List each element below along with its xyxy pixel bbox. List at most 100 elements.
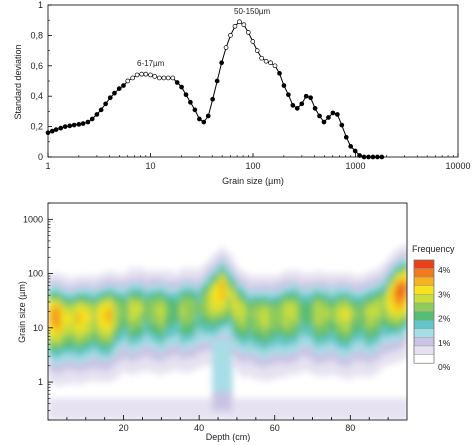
heatmap-cell (248, 299, 253, 303)
heatmap-cell (252, 284, 257, 288)
heatmap-cell (276, 292, 281, 296)
heatmap-cell (264, 289, 269, 293)
heatmap-cell (120, 272, 125, 276)
heatmap-cell (84, 304, 89, 308)
heatmap-cell (104, 287, 109, 291)
heatmap-cell (392, 347, 397, 351)
heatmap-cell (216, 301, 221, 305)
heatmap-cell (144, 417, 149, 420)
heatmap-cell (380, 350, 385, 354)
heatmap-cell (120, 364, 125, 368)
heatmap-cell (380, 316, 385, 320)
heatmap-cell (184, 309, 189, 313)
heatmap-cell (304, 357, 309, 361)
heatmap-cell (228, 340, 233, 344)
heatmap-cell (52, 352, 57, 356)
data-point (103, 101, 108, 107)
heatmap-cell (124, 323, 129, 327)
heatmap-cell (168, 354, 173, 358)
heatmap-cell (332, 323, 337, 327)
heatmap-cell (300, 325, 305, 329)
heatmap-cell (156, 335, 161, 339)
heatmap-cell (200, 299, 205, 303)
heatmap-cell (88, 376, 93, 380)
heatmap-cell (196, 270, 201, 274)
heatmap-cell (124, 335, 129, 339)
heatmap-cell (284, 333, 289, 337)
heatmap-cell (312, 292, 317, 296)
heatmap-cell (356, 366, 361, 370)
heatmap-cell (280, 347, 285, 351)
heatmap-cell (228, 309, 233, 313)
heatmap-cell (128, 309, 133, 313)
heatmap-cell (328, 294, 333, 298)
heatmap-cell (132, 369, 137, 373)
heatmap-cell (340, 282, 345, 286)
heatmap-cell (84, 347, 89, 351)
heatmap-cell (140, 313, 145, 317)
heatmap-cell (224, 388, 229, 392)
heatmap-cell (316, 270, 321, 274)
heatmap-cell (216, 386, 221, 390)
heatmap-cell (248, 280, 253, 284)
heatmap-cell (112, 352, 117, 356)
heatmap-cell (248, 325, 253, 329)
heatmap-cell (128, 398, 133, 402)
heatmap-cell (76, 364, 81, 368)
heatmap-cell (324, 410, 329, 414)
heatmap-cell (344, 415, 349, 419)
heatmap-cell (244, 335, 249, 339)
heatmap-cell (188, 352, 193, 356)
heatmap-cell (244, 272, 249, 276)
heatmap-cell (168, 364, 173, 368)
heatmap-cell (384, 275, 389, 279)
heatmap-cell (224, 340, 229, 344)
heatmap-cell (224, 318, 229, 322)
heatmap-cell (360, 403, 365, 407)
heatmap-cell (84, 284, 89, 288)
heatmap-cell (252, 352, 257, 356)
heatmap-cell (268, 304, 273, 308)
heatmap-cell (220, 364, 225, 368)
heatmap-cell (288, 405, 293, 409)
heatmap-cell (276, 347, 281, 351)
heatmap-cell (180, 330, 185, 334)
heatmap-cell (244, 352, 249, 356)
heatmap-cell (188, 415, 193, 419)
heatmap-cell (248, 335, 253, 339)
heatmap-cell (152, 345, 157, 349)
heatmap-cell (392, 328, 397, 332)
heatmap-y-tick-label: 1000 (23, 214, 43, 224)
heatmap-cell (120, 347, 125, 351)
heatmap-cell (84, 335, 89, 339)
heatmap-cell (76, 306, 81, 310)
heatmap-cell (348, 347, 353, 351)
heatmap-cell (392, 277, 397, 281)
heatmap-cell (88, 417, 93, 420)
heatmap-cell (92, 323, 97, 327)
heatmap-cell (224, 395, 229, 399)
heatmap-cell (264, 405, 269, 409)
heatmap-cell (300, 364, 305, 368)
heatmap-cell (72, 342, 77, 346)
heatmap-cell (268, 357, 273, 361)
heatmap-cell (116, 297, 121, 301)
heatmap-cell (88, 301, 93, 305)
heatmap-cell (288, 347, 293, 351)
heatmap-cell (176, 354, 181, 358)
heatmap-cell (180, 318, 185, 322)
heatmap-cell (120, 340, 125, 344)
heatmap-cell (304, 323, 309, 327)
heatmap-cell (152, 330, 157, 334)
heatmap-cell (244, 338, 249, 342)
heatmap-cell (52, 318, 57, 322)
heatmap-cell (112, 369, 117, 373)
heatmap-cell (232, 316, 237, 320)
heatmap-cell (324, 333, 329, 337)
heatmap-cell (172, 321, 177, 325)
heatmap-cell (56, 407, 61, 411)
heatmap-cell (360, 309, 365, 313)
heatmap-cell (264, 309, 269, 313)
heatmap-cell (272, 364, 277, 368)
heatmap-cell (212, 381, 217, 385)
